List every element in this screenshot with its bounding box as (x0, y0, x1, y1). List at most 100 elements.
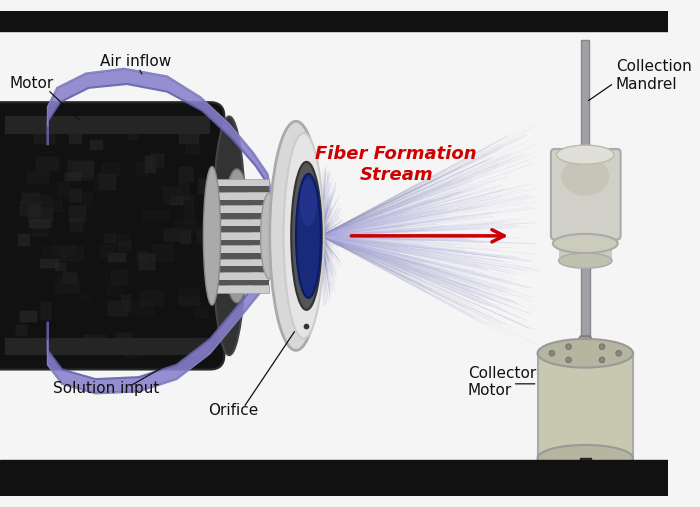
Ellipse shape (284, 133, 323, 339)
Bar (181, 196, 193, 206)
Circle shape (549, 350, 554, 356)
Bar (212, 245, 270, 253)
Ellipse shape (204, 167, 220, 305)
Bar (191, 338, 214, 349)
Bar (104, 234, 115, 243)
Text: Solution input: Solution input (52, 381, 159, 396)
Bar (58, 183, 69, 197)
Bar (29, 220, 51, 228)
Bar (34, 133, 55, 143)
Bar (139, 254, 155, 270)
Bar (106, 278, 122, 295)
Bar (559, 239, 612, 260)
Bar (116, 333, 132, 350)
Bar (22, 193, 41, 203)
Bar (41, 302, 51, 319)
Bar (212, 200, 270, 205)
Bar (108, 252, 126, 262)
Bar (65, 173, 81, 181)
Bar (198, 179, 219, 194)
Bar (212, 232, 270, 240)
Bar (212, 186, 270, 192)
Circle shape (599, 357, 605, 363)
Text: Air inflow: Air inflow (100, 54, 172, 68)
Bar (61, 246, 83, 261)
Bar (136, 251, 148, 262)
Bar (153, 244, 173, 262)
Bar (102, 164, 120, 175)
Bar (580, 265, 590, 336)
Bar (145, 157, 156, 173)
Bar (69, 206, 86, 222)
Bar (179, 184, 189, 200)
Bar (164, 229, 190, 241)
Ellipse shape (212, 117, 246, 355)
Bar (121, 295, 131, 312)
Bar (580, 458, 591, 507)
Bar (174, 220, 197, 235)
Bar (18, 235, 30, 245)
Ellipse shape (538, 445, 633, 472)
Circle shape (616, 350, 622, 356)
Bar (212, 280, 270, 285)
Bar (0, 460, 668, 495)
Bar (118, 242, 132, 251)
Bar (0, 12, 668, 30)
Bar (212, 272, 270, 280)
Bar (212, 253, 270, 259)
Ellipse shape (296, 174, 321, 298)
Polygon shape (48, 69, 273, 210)
Bar (143, 211, 169, 220)
Bar (80, 293, 90, 301)
Bar (212, 240, 270, 245)
Bar (150, 154, 164, 167)
Bar (108, 301, 128, 316)
Bar (74, 163, 92, 180)
Bar (178, 288, 200, 303)
Bar (195, 309, 208, 318)
Bar (582, 40, 589, 155)
Bar (94, 175, 110, 191)
Bar (137, 162, 148, 175)
Ellipse shape (270, 121, 322, 350)
Ellipse shape (553, 234, 617, 253)
Bar (53, 245, 75, 255)
Bar (84, 335, 106, 348)
Bar (212, 259, 270, 266)
Ellipse shape (561, 158, 609, 196)
Bar (80, 193, 92, 206)
Bar (212, 205, 270, 213)
Bar (178, 167, 193, 182)
Bar (111, 270, 127, 285)
Bar (179, 230, 191, 244)
Ellipse shape (223, 169, 251, 303)
Ellipse shape (556, 145, 614, 164)
Ellipse shape (538, 339, 633, 368)
Bar (538, 353, 633, 458)
Ellipse shape (300, 178, 317, 226)
Bar (212, 219, 270, 226)
Bar (139, 291, 162, 306)
Bar (69, 129, 82, 143)
Bar (196, 345, 206, 359)
Bar (162, 186, 179, 194)
Bar (16, 325, 27, 336)
Bar (70, 189, 80, 202)
Bar (212, 266, 270, 272)
Bar (28, 205, 40, 221)
Bar (212, 178, 270, 186)
Bar (5, 338, 210, 355)
Bar (185, 207, 195, 224)
Bar (36, 200, 62, 211)
Polygon shape (568, 336, 603, 353)
Text: Collection
Mandrel: Collection Mandrel (616, 59, 692, 92)
Bar (124, 341, 142, 357)
Bar (121, 341, 132, 352)
FancyBboxPatch shape (551, 149, 621, 240)
Bar (170, 197, 183, 204)
Bar (32, 207, 53, 222)
Bar (69, 218, 83, 232)
Bar (133, 302, 154, 315)
Bar (60, 276, 79, 292)
FancyBboxPatch shape (0, 102, 225, 370)
